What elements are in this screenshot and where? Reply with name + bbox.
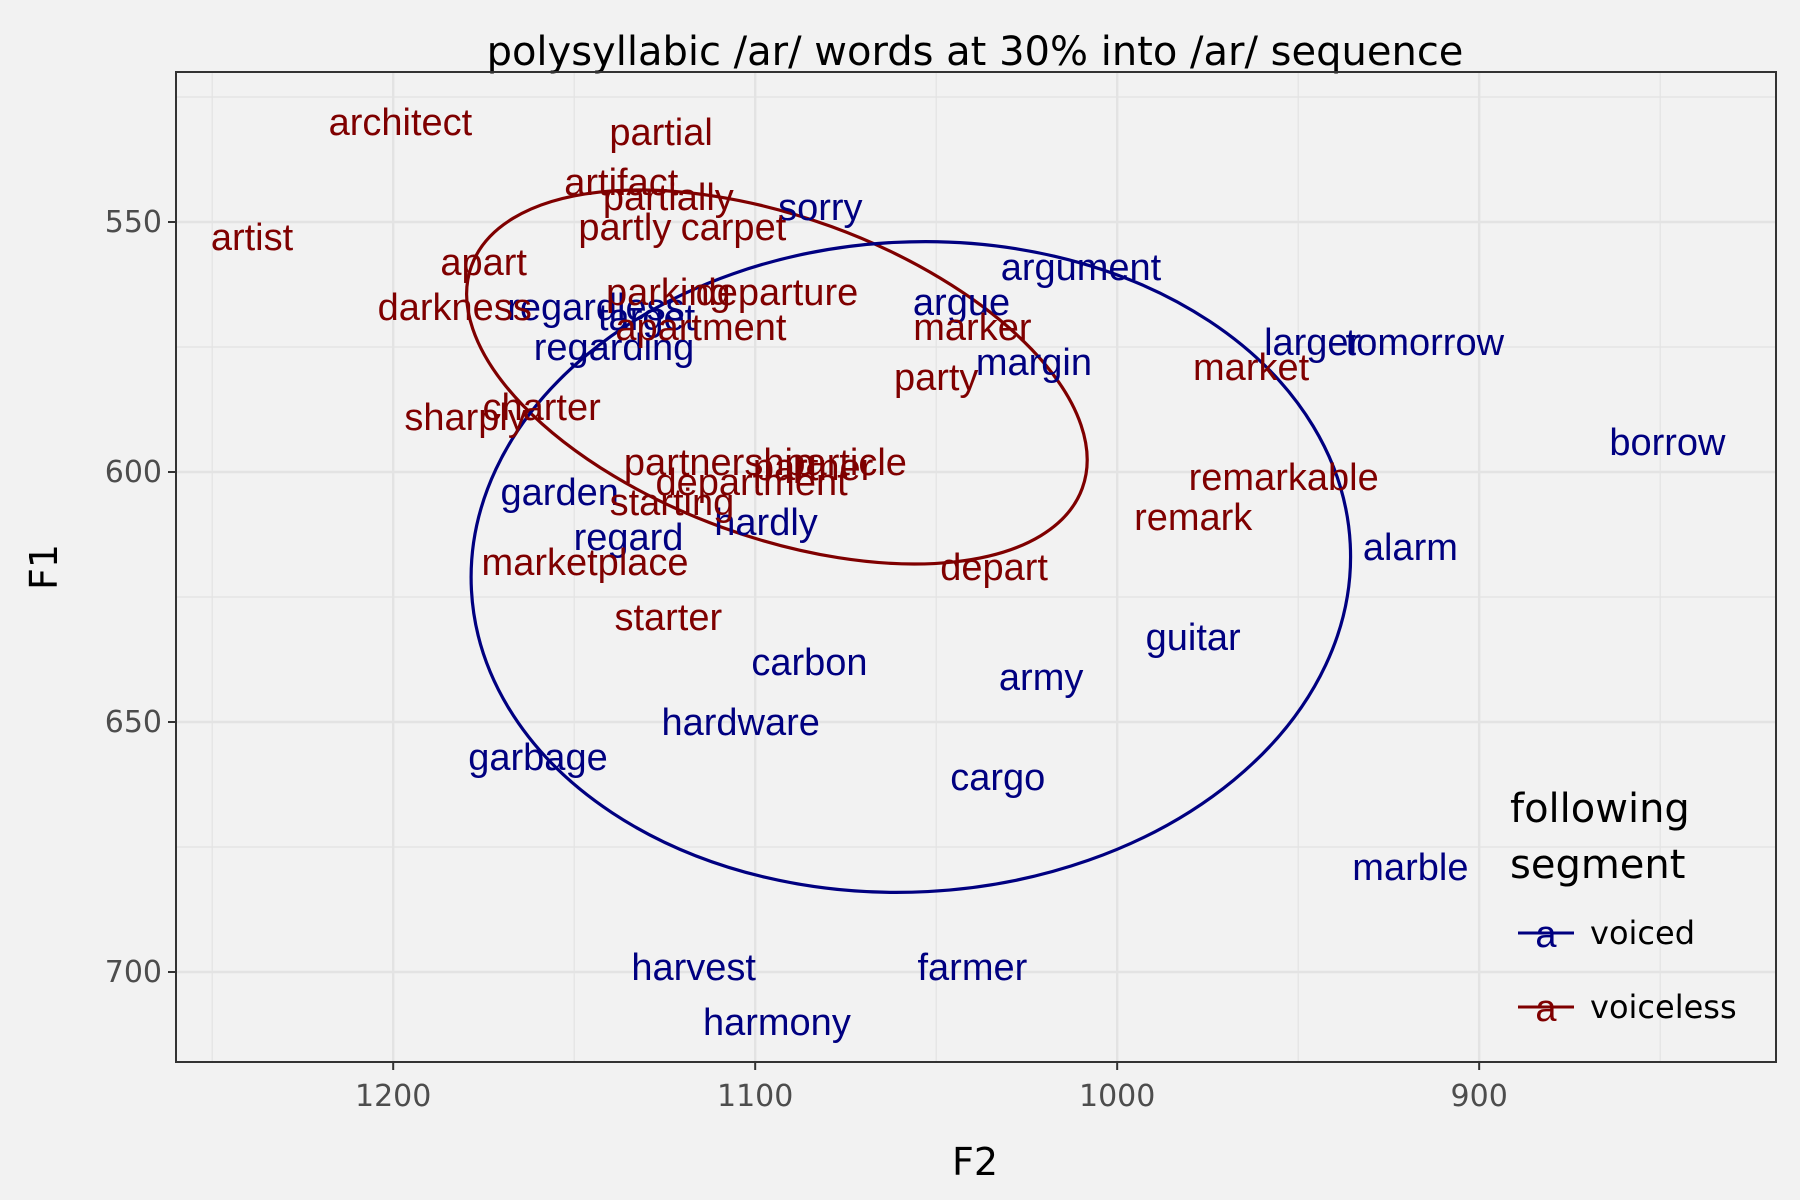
legend-key-glyph-voiced: a: [1535, 914, 1557, 956]
point-voiceless-architect: architect: [329, 102, 473, 144]
y-axis-title: F1: [22, 544, 66, 590]
point-voiceless-partnership: partnership: [624, 442, 814, 484]
point-voiceless-partner: partner: [753, 447, 874, 489]
point-voiceless-partially: partially: [603, 177, 734, 219]
panel-border: [175, 71, 1777, 1063]
point-voiced-guitar: guitar: [1146, 617, 1241, 659]
x-tick-label: 1000: [1079, 1079, 1155, 1114]
point-voiceless-marker: marker: [913, 307, 1032, 349]
legend-title-line-2: segment: [1510, 842, 1685, 888]
point-voiced-tomorrow: tomorrow: [1346, 322, 1505, 364]
point-voiced-hardware: hardware: [661, 702, 819, 744]
x-tick-label: 1200: [355, 1079, 431, 1114]
legend-key-glyph-voiceless: a: [1535, 988, 1557, 1030]
point-voiced-garbage: garbage: [468, 737, 607, 779]
point-voiceless-starter: starter: [614, 597, 722, 639]
legend-entry-voiced: a voiced: [1518, 914, 1695, 956]
legend-entry-voiceless: a voiceless: [1518, 988, 1737, 1030]
y-tick-label: 600: [105, 455, 162, 490]
point-voiceless-departure: departure: [696, 272, 859, 314]
point-voiceless-particle: particle: [784, 442, 907, 484]
grid: [176, 72, 1776, 1062]
point-voiceless-department: department: [655, 462, 848, 504]
point-voiced-harmony: harmony: [703, 1002, 851, 1044]
x-axis-ticks: 1200 1100 1000 900: [355, 1062, 1508, 1114]
ellipse-voiced: [469, 240, 1353, 894]
point-voiceless-artist: artist: [211, 217, 294, 259]
point-voiced-larger: larger: [1264, 322, 1361, 364]
point-voiceless-partly: partly: [578, 207, 671, 249]
point-voiceless-party: party: [894, 357, 978, 399]
ellipse-voiceless: [465, 188, 1089, 566]
point-voiceless-market: market: [1193, 347, 1310, 389]
point-voiceless-apart: apart: [440, 242, 527, 284]
point-voiceless-starting: starting: [610, 482, 735, 524]
point-voiced-argue: argue: [913, 282, 1010, 324]
confidence-ellipses: [465, 188, 1353, 894]
point-voiceless-carpet: carpet: [681, 207, 787, 249]
point-voiced-argument: argument: [1001, 247, 1162, 289]
point-voiced-garden: garden: [501, 472, 619, 514]
point-voiced-harvest: harvest: [631, 947, 756, 989]
point-voiceless-remark: remark: [1134, 497, 1253, 539]
x-tick-label: 900: [1451, 1079, 1508, 1114]
point-voiced-regardless: regardless: [507, 287, 684, 329]
point-voiceless-darkness: darkness: [378, 287, 532, 329]
chart-title: polysyllabic /ar/ words at 30% into /ar/…: [487, 29, 1464, 75]
point-voiced-hardly: hardly: [714, 502, 818, 544]
x-tick-label: 1100: [717, 1079, 793, 1114]
point-voiceless-parking: parking: [606, 272, 731, 314]
y-tick-label: 550: [105, 205, 162, 240]
point-voiced-alarm: alarm: [1363, 527, 1458, 569]
point-voiceless-depart: depart: [940, 547, 1048, 589]
data-points: sorryargumentargueregardlesstargetregard…: [211, 102, 1726, 1044]
point-voiced-cargo: cargo: [950, 757, 1045, 799]
legend: following segment a voiced a voiceless: [1510, 786, 1737, 1030]
point-voiceless-remarkable: remarkable: [1189, 457, 1379, 499]
point-voiced-regard: regard: [574, 517, 684, 559]
legend-title-line-1: following: [1510, 786, 1690, 832]
y-tick-label: 700: [105, 955, 162, 990]
point-voiceless-partial: partial: [609, 112, 713, 154]
y-axis-ticks: 550 600 650 700: [105, 205, 176, 990]
point-voiced-carbon: carbon: [751, 642, 867, 684]
point-voiced-farmer: farmer: [917, 947, 1027, 989]
point-voiced-margin: margin: [976, 342, 1092, 384]
point-voiced-marble: marble: [1352, 847, 1468, 889]
y-tick-label: 650: [105, 705, 162, 740]
point-voiceless-apartment: apartment: [615, 307, 787, 349]
legend-label-voiced: voiced: [1590, 914, 1695, 952]
point-voiceless-sharply: sharply: [404, 397, 527, 439]
point-voiced-borrow: borrow: [1609, 422, 1726, 464]
point-voiceless-charter: charter: [482, 387, 601, 429]
point-voiceless-marketplace: marketplace: [482, 542, 689, 584]
legend-label-voiceless: voiceless: [1590, 988, 1737, 1026]
x-axis-title: F2: [952, 1140, 998, 1184]
point-voiceless-artifact: artifact: [564, 162, 678, 204]
point-voiced-sorry: sorry: [778, 187, 862, 229]
point-voiced-regarding: regarding: [534, 327, 695, 369]
point-voiced-army: army: [999, 657, 1083, 699]
point-voiced-target: target: [598, 297, 696, 339]
